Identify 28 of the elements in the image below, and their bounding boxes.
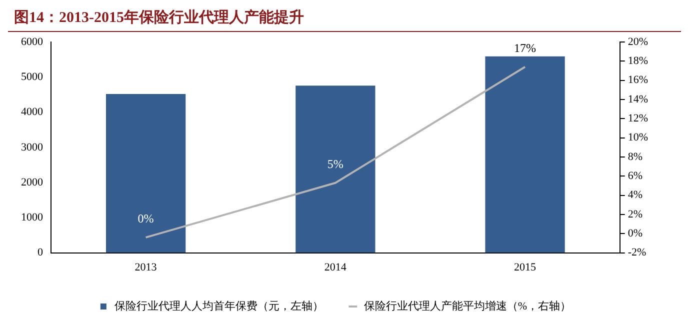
y2-tick-label: 0% — [628, 228, 643, 240]
legend-label: 保险行业代理人产能平均增速（%，右轴） — [364, 299, 572, 312]
y2-tick-label: 20% — [628, 36, 648, 48]
y2-tick-label: 4% — [628, 189, 643, 202]
legend-label: 保险行业代理人人均首年保费（元，左轴） — [114, 299, 324, 312]
y2-tick-label: 12% — [628, 112, 648, 125]
y2-tick-label: 18% — [628, 55, 648, 68]
y-tick-label: 4000 — [21, 106, 44, 118]
y-tick-label: 1000 — [21, 212, 44, 224]
y2-tick-label: 8% — [628, 150, 643, 163]
x-tick-label: 2014 — [324, 261, 347, 274]
y-tick-label: 2000 — [21, 176, 44, 188]
x-tick-label: 2013 — [134, 261, 158, 274]
y-tick-label: 3000 — [21, 141, 44, 154]
chart-title: 图14：2013-2015年保险行业代理人产能提升 — [8, 8, 681, 32]
y-tick-label: 0 — [38, 246, 44, 259]
y2-tick-label: 16% — [628, 74, 648, 86]
y-tick-label: 6000 — [21, 36, 44, 48]
data-label: 0% — [138, 212, 154, 226]
x-tick-label: 2015 — [514, 261, 537, 274]
y2-tick-label: -2% — [628, 246, 646, 259]
y2-tick-label: 2% — [628, 208, 643, 220]
data-label: 17% — [514, 41, 536, 56]
y2-tick-label: 14% — [628, 93, 648, 106]
y-tick-label: 5000 — [21, 71, 44, 84]
data-label: 5% — [327, 157, 344, 172]
y2-tick-label: 10% — [628, 132, 648, 144]
y2-tick-label: 6% — [628, 170, 643, 182]
